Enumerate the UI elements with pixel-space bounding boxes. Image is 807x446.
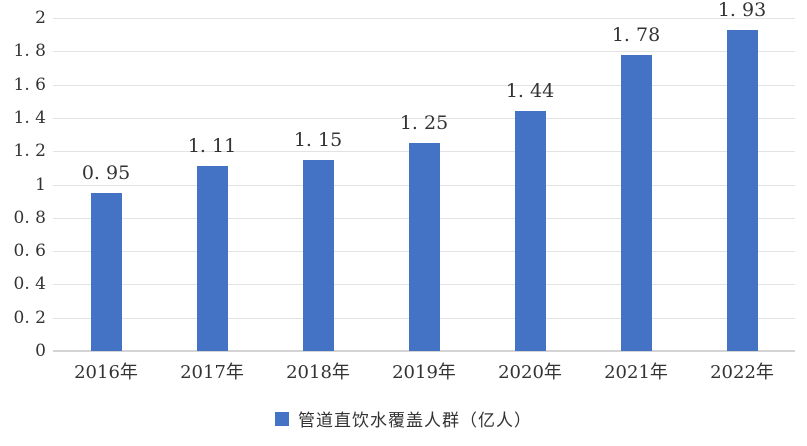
legend-swatch-icon: [275, 411, 289, 426]
x-axis-label: 2020年: [498, 362, 562, 383]
bar-2016年: [90, 192, 122, 351]
y-tick-label: 2: [35, 8, 46, 28]
y-tick-label: 1. 4: [13, 107, 46, 128]
value-label: 1. 25: [399, 111, 449, 134]
x-axis-line: [53, 350, 795, 352]
gridline: [53, 117, 795, 119]
y-tick-label: 1. 2: [13, 141, 46, 162]
bar-2022年: [726, 29, 758, 351]
x-axis-label: 2022年: [710, 362, 774, 383]
x-axis-label: 2017年: [180, 362, 244, 383]
bar-2017年: [196, 166, 228, 351]
y-tick-label: 1: [35, 174, 46, 195]
y-tick-label: 0. 4: [13, 274, 46, 295]
y-tick-label: 0. 6: [13, 241, 46, 262]
value-label: 1. 78: [611, 23, 661, 46]
bar-2021年: [620, 54, 652, 351]
value-label: 1. 11: [187, 135, 237, 158]
plot-area: 0. 95 1. 11 1. 15 1. 25 1. 44 1. 78 1. 93: [53, 0, 795, 352]
x-axis-label: 2018年: [286, 362, 350, 383]
gridline: [53, 18, 795, 19]
value-label: 1. 93: [717, 0, 767, 21]
x-axis-label: 2019年: [392, 362, 456, 383]
gridline: [53, 84, 795, 86]
y-tick-label: 1. 6: [13, 74, 46, 95]
bar-2018年: [302, 159, 334, 351]
bar-2019年: [408, 142, 440, 351]
y-tick-label: 1. 8: [13, 41, 46, 62]
value-label: 1. 15: [293, 128, 343, 151]
gridline: [53, 51, 795, 53]
legend: 管道直饮水覆盖人群（亿人）: [0, 406, 807, 431]
y-tick-label: 0. 8: [13, 207, 46, 228]
value-label: 0. 95: [81, 161, 131, 184]
x-axis-label: 2016年: [74, 362, 138, 383]
bar-2020年: [514, 111, 546, 351]
y-tick-label: 0: [35, 341, 46, 361]
y-tick-label: 0. 2: [13, 307, 46, 328]
legend-label: 管道直饮水覆盖人群（亿人）: [298, 411, 532, 431]
value-label: 1. 44: [505, 80, 555, 103]
x-axis-label: 2021年: [604, 362, 668, 383]
